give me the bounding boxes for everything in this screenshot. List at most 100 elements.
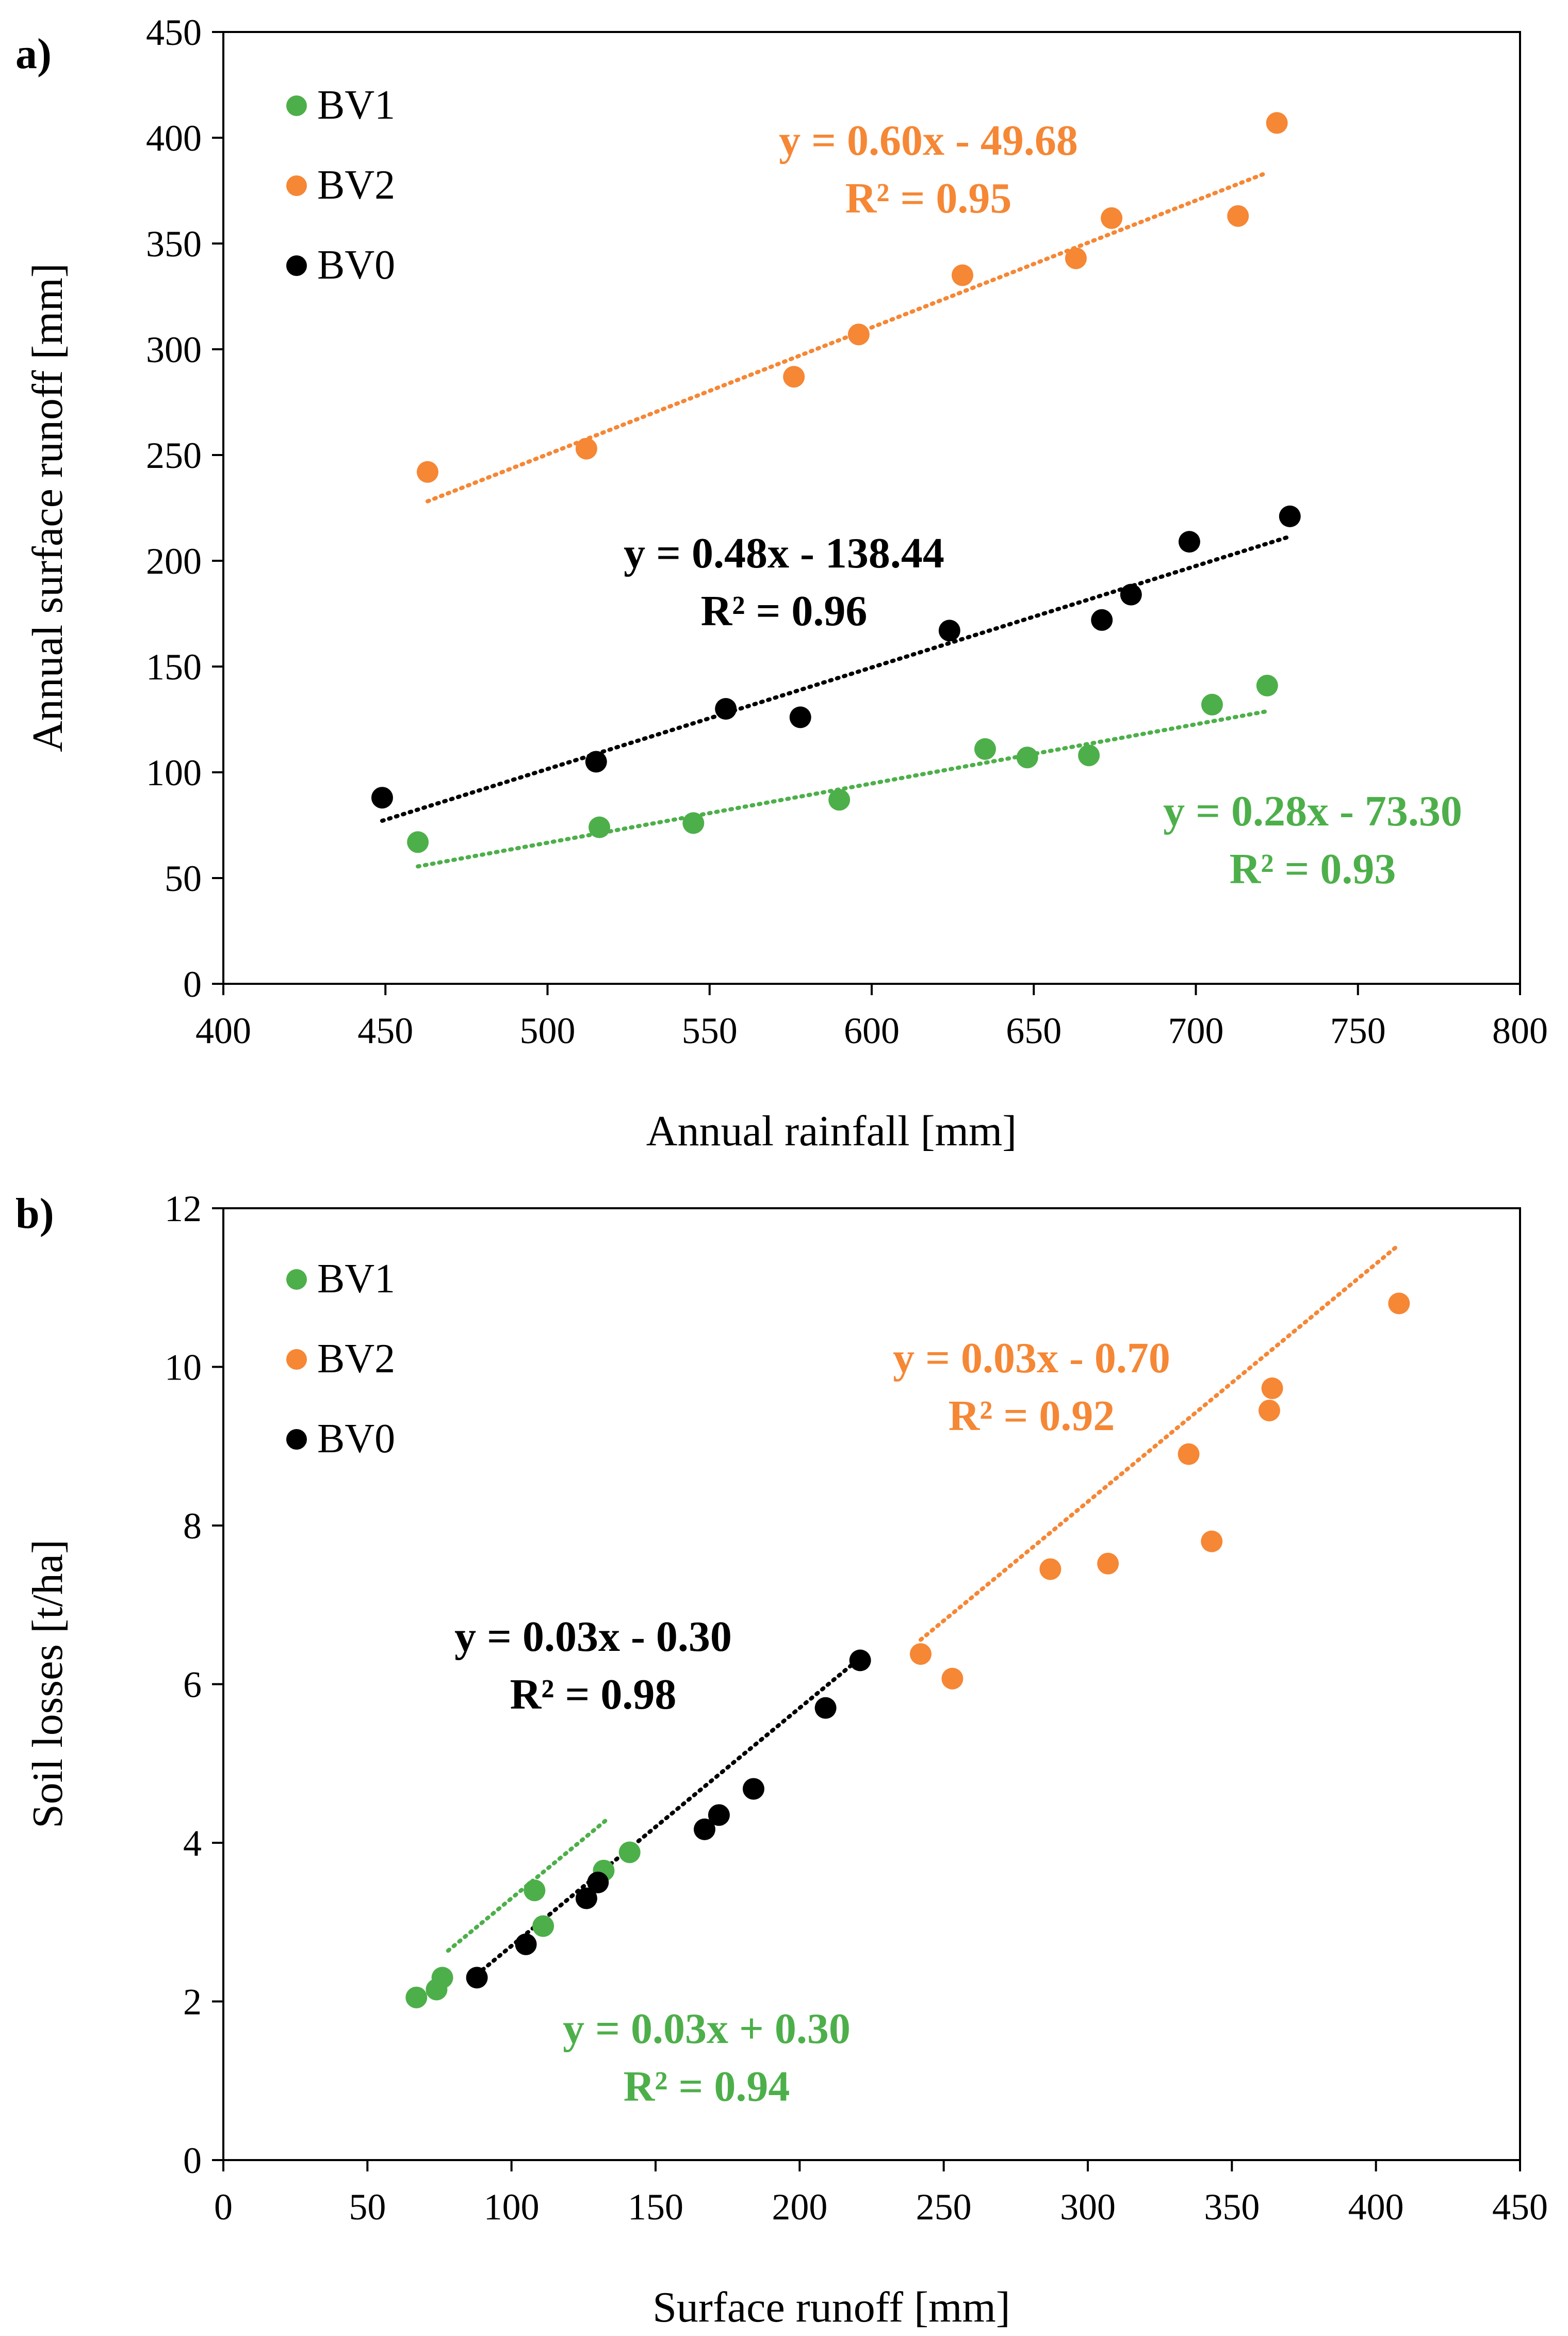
panel-a-point-bv0 [1178,531,1200,553]
panel-a-trendline-bv0 [380,534,1292,823]
panel-a-point-bv1 [682,812,705,834]
panel-a-label: a) [15,30,52,78]
panel-a-x-tick-label: 400 [195,1010,251,1051]
panel-b-point-bv1 [618,1841,641,1863]
panel-a-y-tick-label: 450 [146,12,202,53]
panel-b-x-tick-label: 250 [916,2186,972,2228]
panel-b-x-tick-label: 100 [484,2186,540,2228]
panel-b-r-squared-bv2: R² = 0.92 [949,1392,1115,1440]
panel-b-x-tick-label: 200 [772,2186,827,2228]
panel-b-point-bv1 [532,1915,554,1937]
panel-b-equation-bv1: y = 0.03x + 0.30 [563,2005,851,2053]
panel-b-r-squared-bv1: R² = 0.94 [624,2063,790,2111]
panel-a-x-tick-label: 500 [520,1010,576,1051]
panel-b-legend-marker-bv2 [286,1349,307,1370]
panel-a-y-tick-label: 200 [146,541,202,582]
panel-b-point-bv0 [515,1933,537,1955]
panel-b-legend-marker-bv0 [286,1429,307,1450]
panel-a-y-tick-label: 300 [146,329,202,370]
panel-b-x-tick-label: 300 [1060,2186,1116,2228]
panel-a-point-bv1 [407,831,429,853]
panel-a-point-bv2 [951,264,973,286]
panel-b-plot-frame [222,1207,1521,2161]
panel-a-point-bv0 [938,620,960,642]
panel-b-point-bv0 [575,1887,597,1909]
panel-a-equation-bv0: y = 0.48x - 138.44 [624,529,944,577]
panel-b-legend-marker-bv1 [286,1269,307,1290]
panel-b-trendline-bv2 [918,1242,1401,1642]
panel-a-point-bv0 [1120,583,1142,606]
panel-b-x-tick-label: 350 [1204,2186,1260,2228]
panel-a-y-tick-label: 150 [146,646,202,688]
panel-a-y-tick-label: 350 [146,223,202,265]
panel-a-point-bv2 [575,437,597,460]
panel-a-point-bv2 [1065,247,1087,269]
panel-a-point-bv2 [847,323,870,346]
panel-a-x-axis-label: Annual rainfall [mm] [646,1107,1017,1155]
panel-a-y-tick-label: 100 [146,752,202,793]
panel-a-x-tick-label: 600 [844,1010,900,1051]
panel-a-y-axis-label: Annual surface runoff [mm] [24,263,72,752]
panel-a-point-bv2 [1101,207,1123,229]
panel-b-equation-bv2: y = 0.03x - 0.70 [893,1334,1170,1382]
panel-b-y-tick-label: 0 [183,2140,202,2181]
panel-a-point-bv1 [1256,674,1278,696]
panel-b-equation-bv0: y = 0.03x - 0.30 [454,1613,732,1661]
panel-a-legend-marker-bv2 [286,175,307,196]
panel-b-y-tick-label: 6 [183,1664,202,1706]
panel-a-x-tick-label: 450 [357,1010,413,1051]
panel-a-legend-label-bv1: BV1 [317,83,395,128]
panel-b-label: b) [15,1190,54,1238]
panel-b-y-tick-label: 10 [165,1347,202,1388]
panel-a-point-bv1 [589,816,611,838]
panel-b-point-bv2 [941,1667,963,1690]
panel-a-point-bv2 [783,366,805,388]
panel-b-point-bv0 [742,1778,764,1800]
panel-a-legend-label-bv0: BV0 [317,242,395,288]
panel-b-point-bv2 [1258,1400,1280,1422]
panel-a-point-bv1 [1201,693,1223,716]
panel-a-x-tick-label: 650 [1006,1010,1061,1051]
panel-a-point-bv2 [416,461,438,483]
panel-a-r-squared-bv2: R² = 0.95 [845,174,1012,222]
panel-b-point-bv2 [1178,1443,1200,1465]
panel-a-equation-bv1: y = 0.28x - 73.30 [1163,787,1462,835]
panel-b-point-bv2 [1039,1558,1061,1580]
panel-a-y-tick-label: 0 [183,964,202,1005]
panel-a: a) 400 450 500 550 600 650 700 750 800 0 50 100 150 2… [15,12,1548,1155]
panel-a-point-bv0 [371,787,393,809]
panel-b-point-bv2 [1388,1292,1410,1315]
panel-a-trendline-bv1 [416,709,1269,869]
panel-b-legend-label-bv2: BV2 [317,1336,395,1382]
panel-a-y-tick-label: 250 [146,435,202,476]
panel-b-x-tick-label: 0 [214,2186,233,2228]
panel-b-point-bv0 [587,1871,609,1893]
panel-a-point-bv2 [1266,112,1288,134]
panel-b-point-bv2 [1097,1552,1119,1575]
panel-b-point-bv0 [708,1804,730,1826]
panel-b-x-tick-label: 150 [628,2186,683,2228]
panel-a-point-bv0 [1279,505,1301,527]
panel-b-x-axis-label: Surface runoff [mm] [652,2283,1010,2331]
panel-a-y-tick-label: 400 [146,118,202,159]
panel-b-x-tick-label: 50 [349,2186,386,2228]
panel-a-y-tick-label: 50 [165,858,202,899]
panel-a-legend-marker-bv1 [286,95,307,116]
panel-b: b) 0 50 100 150 200 250 300 350 400 450024681012 … [15,1188,1548,2331]
panel-a-x-tick-label: 750 [1330,1010,1386,1051]
panel-b-y-tick-label: 8 [183,1505,202,1547]
panel-a-x-tick-label: 550 [682,1010,738,1051]
panel-b-point-bv0 [849,1649,871,1672]
panel-a-point-bv0 [585,751,607,773]
panel-b-point-bv1 [431,1967,453,1989]
panel-b-y-tick-label: 12 [165,1188,202,1229]
panel-a-legend-marker-bv0 [286,255,307,276]
panel-a-r-squared-bv0: R² = 0.96 [701,587,868,635]
panel-a-equation-bv2: y = 0.60x - 49.68 [779,117,1078,165]
panel-b-r-squared-bv0: R² = 0.98 [510,1670,677,1718]
panel-b-point-bv2 [1201,1530,1223,1552]
panel-a-point-bv0 [715,698,737,720]
panel-b-point-bv2 [909,1643,932,1665]
panel-a-point-bv1 [1016,747,1038,769]
